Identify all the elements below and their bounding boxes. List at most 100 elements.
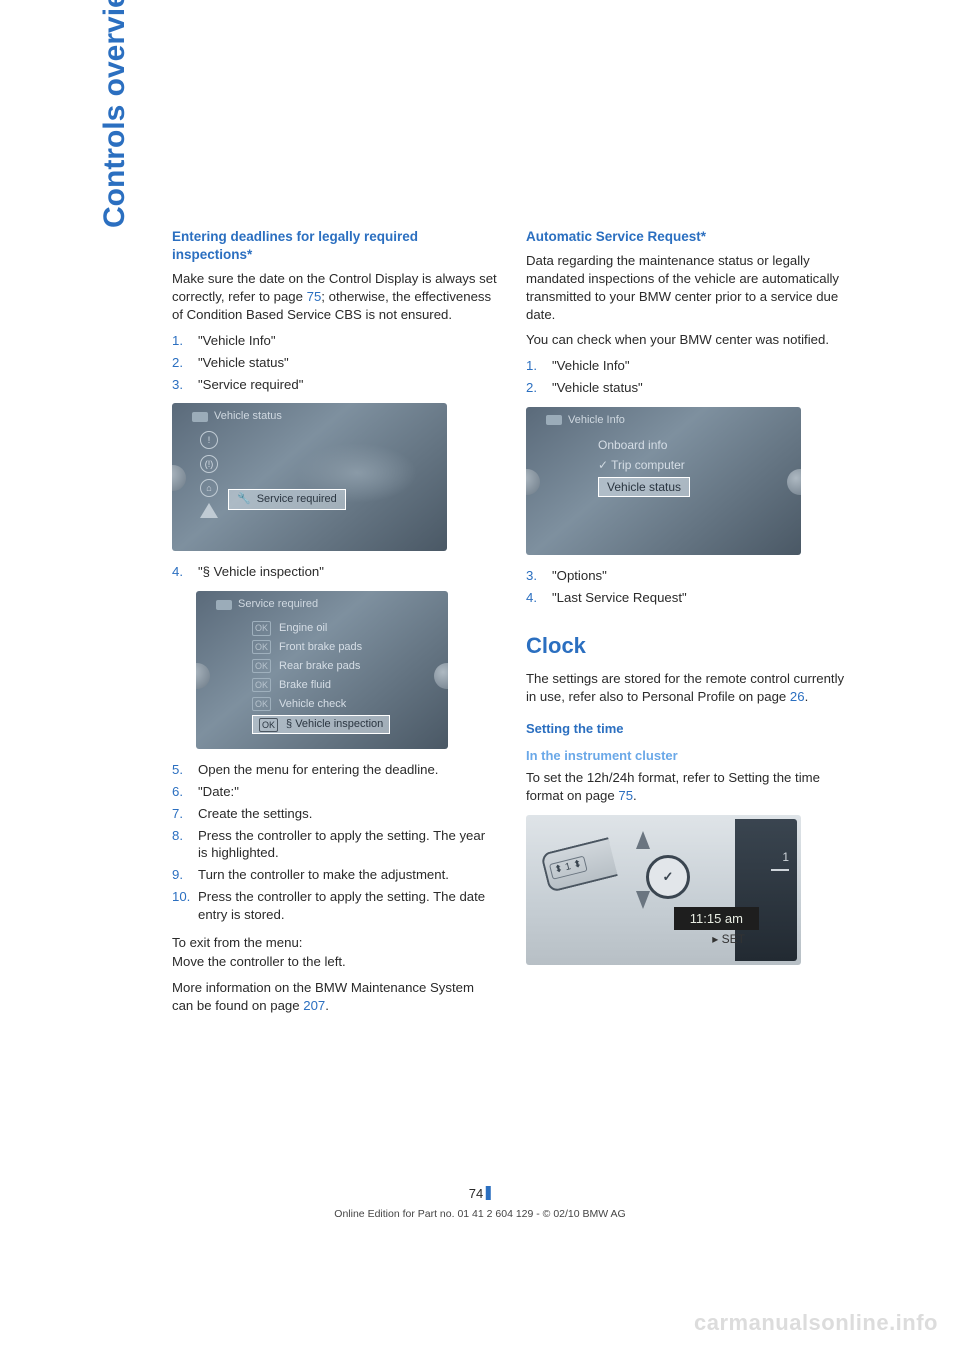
- service-list: OKEngine oil OKFront brake pads OKRear b…: [252, 621, 390, 734]
- step-text: "Last Service Request": [552, 589, 852, 607]
- step-number: 1.: [526, 357, 552, 375]
- more-info-paragraph: More information on the BMW Maintenance …: [172, 979, 498, 1015]
- step-text: Turn the controller to make the adjustme…: [198, 866, 498, 884]
- steps-list-b: 5.Open the menu for entering the deadlin…: [172, 761, 498, 924]
- screenshot-vehicle-status: Vehicle status ! (!) ⌂ 🔧Service required: [172, 403, 447, 551]
- format-paragraph: To set the 12h/24h format, refer to Sett…: [526, 769, 852, 805]
- list-item: 3."Service required": [172, 376, 498, 394]
- left-column: Entering deadlines for legally required …: [172, 228, 498, 1023]
- page-link-207[interactable]: 207: [303, 998, 325, 1013]
- step-text: Create the settings.: [198, 805, 498, 823]
- page-number-bar: [486, 1186, 491, 1200]
- list-item: 1."Vehicle Info": [172, 332, 498, 350]
- tpms-icon: (!): [200, 455, 218, 473]
- manual-page: Controls overview Entering deadlines for…: [0, 0, 960, 1358]
- controller-knob-icon: [526, 469, 540, 495]
- heading-clock: Clock: [526, 631, 852, 661]
- section-tab: Controls overview: [98, 0, 132, 228]
- step-text: Open the menu for entering the deadline.: [198, 761, 498, 779]
- controller-knob-icon: [434, 663, 448, 689]
- right-column: Automatic Service Request* Data regardin…: [526, 228, 852, 1023]
- screenshot-vehicle-info: Vehicle Info Onboard info Trip computer …: [526, 407, 801, 555]
- heading-asr: Automatic Service Request*: [526, 228, 852, 246]
- page-number-value: 74: [469, 1186, 483, 1201]
- step-text: "Vehicle Info": [552, 357, 852, 375]
- screenshot-title: Vehicle Info: [568, 413, 625, 428]
- time-display: 11:15 am: [674, 907, 759, 931]
- dial-icon: [646, 855, 690, 899]
- heading-deadlines: Entering deadlines for legally required …: [172, 228, 498, 264]
- screenshot-header: Vehicle Info: [546, 413, 625, 428]
- car-icon: [546, 415, 562, 425]
- asr-paragraph-2: You can check when your BMW center was n…: [526, 331, 852, 349]
- tire-icon: !: [200, 431, 218, 449]
- menu-item: Onboard info: [598, 437, 690, 453]
- heading-setting-time: Setting the time: [526, 720, 852, 738]
- page-number: 74: [469, 1186, 491, 1201]
- step-text: "Vehicle Info": [198, 332, 498, 350]
- stalk-label: ⬍ 1 ⬍: [549, 855, 588, 879]
- step-text: "Vehicle status": [552, 379, 852, 397]
- step-number: 9.: [172, 866, 198, 884]
- page-link-75b[interactable]: 75: [618, 788, 633, 803]
- ok-badge: OK: [252, 640, 271, 654]
- car-icon: [216, 600, 232, 610]
- ok-badge: OK: [252, 678, 271, 692]
- list-item: 9.Turn the controller to make the adjust…: [172, 866, 498, 884]
- step-text: "Vehicle status": [198, 354, 498, 372]
- fmt-text-b: .: [633, 788, 637, 803]
- asr-steps-a: 1."Vehicle Info" 2."Vehicle status": [526, 357, 852, 397]
- step-number: 4.: [526, 589, 552, 607]
- menu-item-checked: Trip computer: [598, 457, 690, 473]
- list-item: OKRear brake pads: [252, 659, 390, 674]
- list-item: 2."Vehicle status": [526, 379, 852, 397]
- watermark: carmanualsonline.info: [694, 1310, 938, 1336]
- ok-badge: OK: [252, 621, 271, 635]
- footer-text: Online Edition for Part no. 01 41 2 604 …: [334, 1208, 625, 1220]
- list-item: 1."Vehicle Info": [526, 357, 852, 375]
- step-number: 1.: [172, 332, 198, 350]
- stalk-icon: ⬍ 1 ⬍: [540, 837, 618, 893]
- page-link-75[interactable]: 75: [307, 289, 322, 304]
- highlight-vehicle-inspection: OK§ Vehicle inspection: [252, 715, 390, 734]
- list-item: 2."Vehicle status": [172, 354, 498, 372]
- screenshot-header: Service required: [216, 597, 318, 612]
- ok-badge: OK: [252, 697, 271, 711]
- screenshot-title: Vehicle status: [214, 409, 282, 424]
- highlight-text: § Vehicle inspection: [286, 717, 383, 732]
- step-number: 5.: [172, 761, 198, 779]
- page-link-26[interactable]: 26: [790, 689, 805, 704]
- step-number: 3.: [172, 376, 198, 394]
- screenshot-service-required: Service required OKEngine oil OKFront br…: [196, 591, 448, 749]
- list-item: 7.Create the settings.: [172, 805, 498, 823]
- list-item: 10.Press the controller to apply the set…: [172, 888, 498, 924]
- exit-menu-instruction: Move the controller to the left.: [172, 953, 498, 971]
- step-number: 8.: [172, 827, 198, 863]
- controller-knob-icon: [787, 469, 801, 495]
- heading-instrument-cluster: In the instrument cluster: [526, 747, 852, 765]
- asr-paragraph-1: Data regarding the maintenance status or…: [526, 252, 852, 323]
- warning-icon: [200, 503, 218, 518]
- list-item: 5.Open the menu for entering the deadlin…: [172, 761, 498, 779]
- step-text: "Service required": [198, 376, 498, 394]
- list-item: OK Front brake pads: [252, 640, 390, 655]
- list-item: 6."Date:": [172, 783, 498, 801]
- step-text: Press the controller to apply the settin…: [198, 888, 498, 924]
- service-item-label: Front brake pads: [279, 640, 362, 655]
- menu-item-selected: Vehicle status: [598, 477, 690, 497]
- fmt-text-a: To set the 12h/24h format, refer to Sett…: [526, 770, 820, 803]
- highlight-text: Service required: [257, 493, 337, 505]
- controller-knob-icon: [196, 663, 210, 689]
- list-item: OKBrake fluid: [252, 678, 390, 693]
- step-number: 2.: [172, 354, 198, 372]
- step-number: 7.: [172, 805, 198, 823]
- step-number: 2.: [526, 379, 552, 397]
- car-icon: [192, 412, 208, 422]
- step-number: 6.: [172, 783, 198, 801]
- controller-knob-icon: [172, 465, 186, 491]
- step-text: "Options": [552, 567, 852, 585]
- step-text: "Date:": [198, 783, 498, 801]
- check-icon: ⌂: [200, 479, 218, 497]
- status-icons: ! (!) ⌂: [200, 431, 218, 518]
- step-text: "§ Vehicle inspection": [198, 563, 498, 581]
